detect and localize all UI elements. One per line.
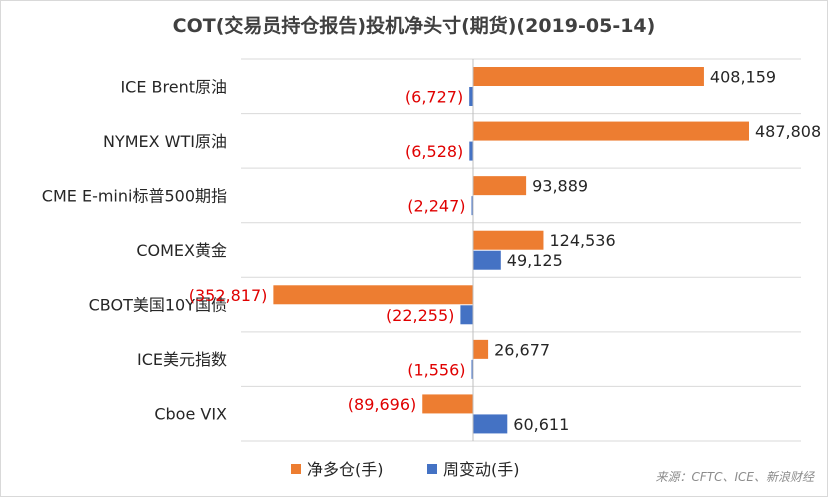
category-label: CME E-mini标普500期指 xyxy=(42,186,227,205)
bar-net-long xyxy=(473,339,489,359)
bar-net-long xyxy=(273,285,473,305)
data-label: (89,696) xyxy=(348,395,416,414)
source-note: 来源：CFTC、ICE、新浪财经 xyxy=(656,470,816,484)
bar-weekly-change xyxy=(473,250,501,270)
legend-swatch-weekly-change xyxy=(427,464,437,474)
data-label: 93,889 xyxy=(532,177,588,196)
data-label: (352,817) xyxy=(189,286,268,305)
category-label: CBOT美国10Y国债 xyxy=(89,296,227,315)
legend: 净多仓(手) 周变动(手) xyxy=(291,460,520,479)
bar-net-long xyxy=(473,121,749,141)
data-label: (1,556) xyxy=(407,360,465,379)
legend-label-weekly-change: 周变动(手) xyxy=(443,460,520,479)
category-label: NYMEX WTI原油 xyxy=(103,132,227,151)
bar-net-long xyxy=(473,67,704,86)
bars xyxy=(273,67,749,434)
data-label: (6,528) xyxy=(405,142,463,161)
bar-net-long xyxy=(473,230,544,250)
category-labels: ICE Brent原油 NYMEX WTI原油 CME E-mini标普500期指 C… xyxy=(42,77,227,423)
legend-swatch-net-long xyxy=(291,464,301,474)
category-label: Cboe VIX xyxy=(154,405,227,424)
legend-label-net-long: 净多仓(手) xyxy=(307,460,384,479)
bar-weekly-change xyxy=(460,305,473,325)
grid-lines xyxy=(241,58,801,442)
data-labels: 408,159 (6,727) 487,808 (6,528) 93,889 (2,247… xyxy=(189,68,821,434)
bar-net-long xyxy=(422,394,473,414)
bar-weekly-change xyxy=(471,359,473,379)
data-label: 408,159 xyxy=(710,68,776,87)
data-label: 26,677 xyxy=(494,340,550,359)
data-label: 124,536 xyxy=(549,231,615,250)
data-label: (22,255) xyxy=(386,306,454,325)
data-label: (6,727) xyxy=(405,88,463,107)
data-label: 487,808 xyxy=(755,122,821,141)
category-label: COMEX黄金 xyxy=(136,241,227,260)
bar-weekly-change xyxy=(471,196,473,216)
data-label: 49,125 xyxy=(507,251,563,270)
data-label: (2,247) xyxy=(407,197,465,216)
bar-weekly-change xyxy=(469,87,473,106)
bar-net-long xyxy=(473,176,527,196)
category-label: ICE美元指数 xyxy=(137,350,227,369)
bar-weekly-change xyxy=(469,141,473,161)
data-label: 60,611 xyxy=(513,415,569,434)
bar-weekly-change xyxy=(473,414,508,434)
category-label: ICE Brent原油 xyxy=(120,77,227,96)
chart-title: COT(交易员持仓报告)投机净头寸(期货)(2019-05-14) xyxy=(173,14,656,37)
